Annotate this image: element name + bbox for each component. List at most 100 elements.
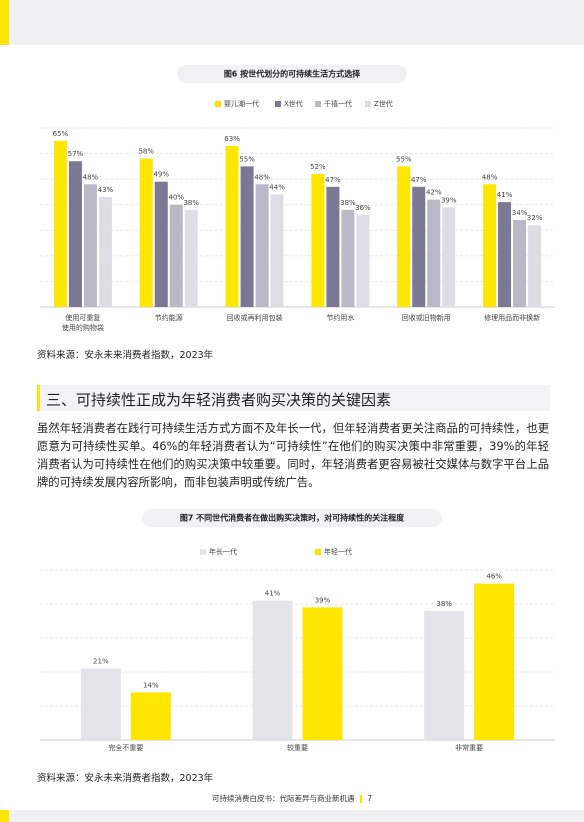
value-label: 58%	[138, 148, 154, 156]
bar	[302, 607, 343, 740]
legend-swatch	[275, 101, 281, 107]
value-label: 47%	[411, 176, 427, 184]
bar	[252, 600, 293, 740]
header-accent	[0, 0, 9, 45]
paragraph: 虽然年轻消费者在践行可持续生活方式方面不及年长一代，但年轻消费者更关注商品的可持…	[37, 422, 549, 489]
bottom-band	[0, 810, 584, 822]
x-tick-label: 节约用水	[326, 313, 354, 322]
bar	[80, 668, 121, 740]
section-heading-bg	[37, 385, 550, 411]
value-label: 14%	[143, 681, 159, 689]
bar	[424, 610, 465, 740]
bar	[356, 214, 370, 307]
value-label: 21%	[93, 658, 109, 666]
value-label: 34%	[512, 209, 528, 217]
bar	[474, 583, 515, 740]
value-label: 32%	[527, 214, 543, 222]
bar	[483, 184, 497, 307]
x-tick-label: 使用可重复使用的购物袋	[62, 313, 104, 332]
x-tick-label: 节约能源	[155, 313, 183, 322]
value-label: 41%	[497, 191, 513, 199]
bar	[498, 202, 512, 307]
bar	[240, 166, 254, 307]
value-label: 44%	[269, 183, 285, 191]
bar	[98, 197, 112, 307]
value-label: 46%	[486, 573, 502, 581]
value-label: 38%	[436, 600, 452, 608]
bar	[341, 209, 355, 307]
value-label: 55%	[396, 155, 412, 163]
legend-label: 年长一代	[209, 547, 237, 556]
x-tick-label: 较重要	[287, 743, 308, 752]
value-label: 41%	[265, 590, 281, 598]
bar	[139, 158, 153, 307]
value-label: 42%	[426, 189, 442, 197]
value-label: 52%	[310, 163, 326, 171]
chart-title: 图7 不同世代消费者在做出购买决策时，对可持续性的关注程度	[180, 513, 405, 523]
bar	[442, 207, 456, 307]
bar	[154, 181, 168, 307]
x-tick-label: 完全不重要	[108, 743, 143, 752]
source-note: 资料来源：安永未来消费者指数，2023年	[37, 773, 214, 784]
value-label: 43%	[98, 186, 114, 194]
value-label: 57%	[68, 150, 84, 158]
value-label: 39%	[441, 196, 457, 204]
legend-swatch	[315, 549, 321, 555]
legend-label: 年轻一代	[324, 547, 352, 556]
footer-divider	[359, 795, 362, 803]
legend-label: X世代	[284, 99, 303, 108]
value-label: 38%	[183, 199, 199, 207]
legend-label: Z世代	[374, 99, 393, 108]
page-number: 7	[367, 794, 373, 803]
legend-swatch	[215, 101, 221, 107]
bar	[326, 186, 340, 307]
legend-label: 婴儿潮一代	[224, 99, 259, 108]
value-label: 39%	[315, 596, 331, 604]
bar	[427, 199, 441, 307]
source-note: 资料来源：安永未来消费者指数，2023年	[37, 350, 214, 361]
value-label: 48%	[254, 173, 270, 181]
bar	[397, 166, 411, 307]
value-label: 55%	[239, 155, 255, 163]
value-label: 36%	[355, 204, 371, 212]
footer: 可持续消费白皮书：代际差异与商业新机遇 7	[0, 793, 584, 804]
value-label: 63%	[224, 135, 240, 143]
legend-label: 千禧一代	[324, 99, 352, 108]
x-tick-label: 回收或旧物新用	[402, 313, 451, 322]
bar	[412, 186, 426, 307]
value-label: 65%	[53, 130, 69, 138]
bar	[83, 184, 97, 307]
footer-title: 可持续消费白皮书：代际差异与商业新机遇	[211, 794, 355, 803]
value-label: 48%	[83, 173, 99, 181]
bar	[130, 692, 171, 740]
bar	[311, 174, 325, 307]
bar	[528, 225, 542, 307]
legend-swatch	[315, 101, 321, 107]
value-label: 47%	[325, 176, 341, 184]
bar	[184, 209, 198, 307]
value-label: 49%	[153, 171, 169, 179]
bar	[513, 220, 527, 307]
legend-swatch	[365, 101, 371, 107]
bar	[255, 184, 269, 307]
bar	[53, 140, 67, 307]
x-tick-label: 非常重要	[455, 743, 483, 752]
header-band	[0, 0, 584, 45]
legend-swatch	[200, 549, 206, 555]
bottom-accent	[0, 810, 9, 822]
value-label: 40%	[168, 194, 184, 202]
bar	[68, 161, 82, 307]
bar	[225, 145, 239, 307]
chart-title: 图6 按世代划分的可持续生活方式选择	[224, 69, 361, 79]
value-label: 48%	[482, 173, 498, 181]
x-tick-label: 回收或再利用包装	[227, 313, 283, 322]
chart-title-bg	[177, 65, 407, 83]
chart-title-bg	[142, 509, 442, 527]
section-heading: 三、可持续性正成为年轻消费者购买决策的关键因素	[46, 391, 392, 409]
bar	[270, 194, 284, 307]
x-tick-label: 修理用品而非换新	[484, 313, 540, 322]
bar	[169, 204, 183, 307]
